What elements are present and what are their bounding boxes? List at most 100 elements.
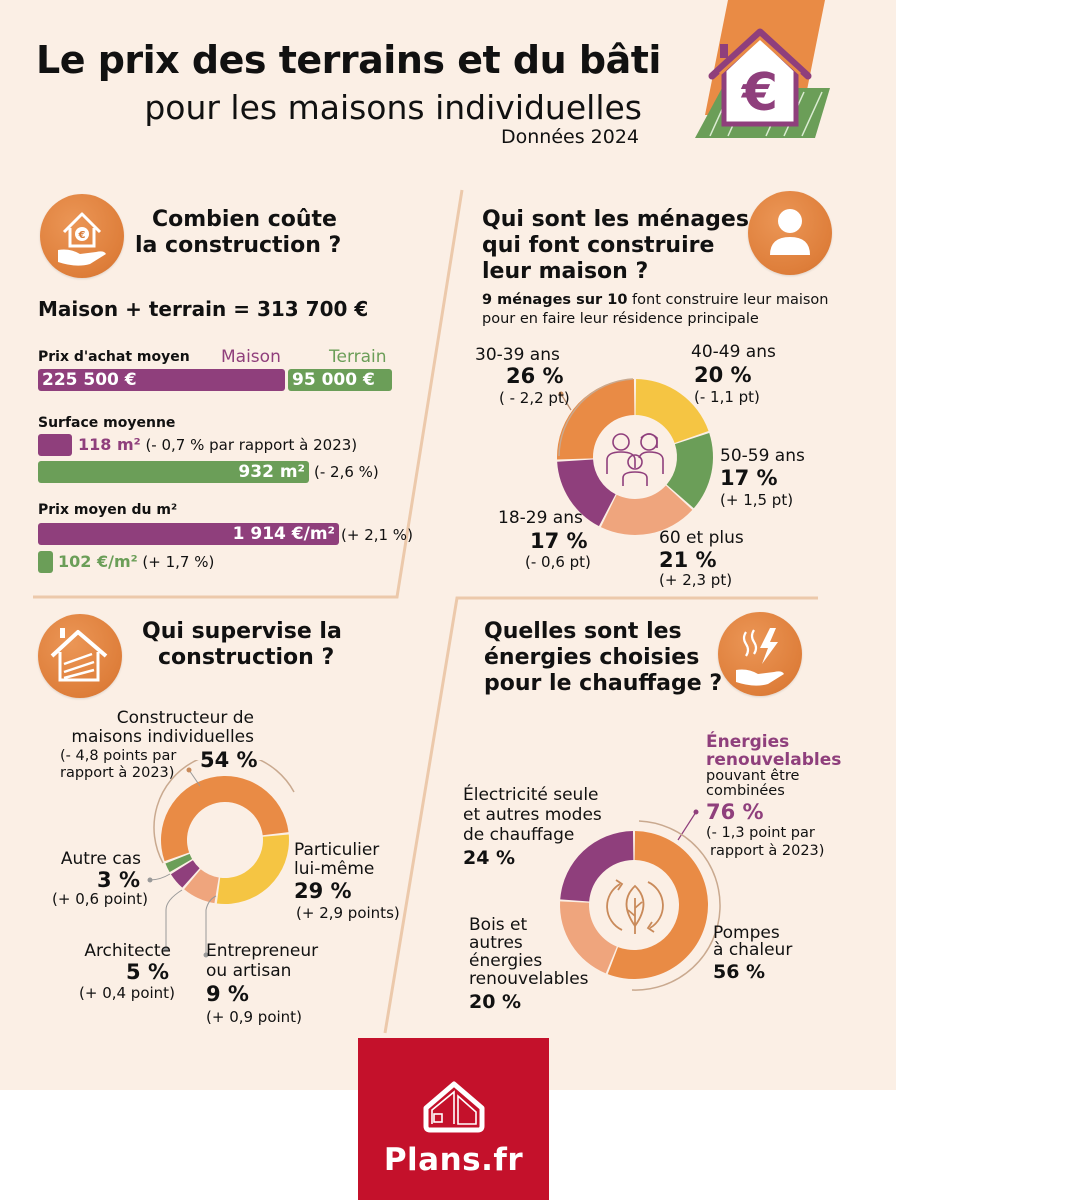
infographic-background bbox=[0, 0, 896, 1090]
page-title: Le prix des terrains et du bâti bbox=[36, 38, 661, 82]
change-18-29: (- 0,6 pt) bbox=[525, 553, 591, 571]
change-autre: (+ 0,6 point) bbox=[52, 890, 148, 908]
change-entrepreneur: (+ 0,9 point) bbox=[206, 1008, 302, 1026]
change-architecte: (+ 0,4 point) bbox=[79, 984, 175, 1002]
supervision-leader-lines bbox=[147, 760, 295, 958]
households-note-bold: 9 ménages sur 10 bbox=[482, 292, 628, 308]
heating-slice--lectricit-seule-et-autres-modes-de-chauffage bbox=[560, 831, 634, 902]
renewables-change-line1: (- 1,3 point par bbox=[706, 825, 815, 841]
pct-constructeur: 54 % bbox=[200, 748, 258, 772]
section-dividers bbox=[33, 189, 818, 1034]
land-price-m2-change: (+ 1,7 %) bbox=[142, 553, 215, 571]
age-slice-50-59-ans bbox=[666, 433, 713, 509]
heating-heading-line3: pour le chauffage ? bbox=[484, 671, 723, 696]
label-entrepreneur-line2: ou artisan bbox=[206, 961, 292, 981]
land-price-m2-value: 102 €/m² bbox=[58, 552, 138, 571]
leaf-recycle-icon bbox=[606, 879, 664, 934]
pct-40-49: 20 % bbox=[694, 363, 752, 387]
supervision-slice-constructeur-de-maisons-individuelles bbox=[161, 776, 289, 862]
pct-entrepreneur: 9 % bbox=[206, 982, 249, 1006]
land-surface-change: (- 2,6 %) bbox=[314, 463, 379, 481]
supervision-slice-particulier-lui-m-me bbox=[216, 834, 289, 904]
households-note-line2: pour en faire leur résidence principale bbox=[482, 311, 759, 327]
house-price-m2-change: (+ 2,1 %) bbox=[341, 526, 413, 544]
house-plan-logo-icon bbox=[423, 1081, 485, 1133]
label-autre: Autre cas bbox=[60, 849, 141, 869]
renewables-sub-line1: pouvant être bbox=[706, 768, 800, 784]
households-heading-line3: leur maison ? bbox=[482, 259, 649, 284]
bar-house-surface bbox=[38, 434, 72, 456]
hand-house-euro-icon: € bbox=[40, 194, 124, 278]
label-18-29: 18-29 ans bbox=[498, 508, 583, 528]
brand-name: Plans.fr bbox=[383, 1142, 524, 1178]
pct-particulier: 29 % bbox=[294, 879, 352, 903]
hand-heat-energy-icon bbox=[718, 612, 802, 696]
renewables-value: 76 % bbox=[706, 800, 764, 824]
pct-30-39: 26 % bbox=[506, 364, 564, 388]
pct-architecte: 5 % bbox=[126, 960, 169, 984]
label-electricite-line1: Électricité seule bbox=[463, 785, 599, 805]
plans-fr-logo[interactable]: Plans.fr bbox=[358, 1038, 549, 1200]
family-icon bbox=[606, 433, 664, 486]
land-price-m2-text: 102 €/m² (+ 1,7 %) bbox=[58, 552, 214, 571]
change-60-plus: (+ 2,3 pt) bbox=[659, 571, 733, 589]
legend-terrain: Terrain bbox=[329, 347, 387, 367]
pct-pompes: 56 % bbox=[713, 961, 766, 983]
age-slice-40-49-ans bbox=[635, 379, 709, 443]
pct-autre: 3 % bbox=[97, 868, 140, 892]
supervision-heading-line2: construction ? bbox=[158, 645, 335, 670]
pct-60-plus: 21 % bbox=[659, 548, 717, 572]
bar-land-surface-label: 932 m² bbox=[238, 462, 305, 482]
bar-land-surface: 932 m² bbox=[38, 461, 309, 483]
change-constructeur-line2: rapport à 2023) bbox=[60, 765, 175, 781]
change-50-59: (+ 1,5 pt) bbox=[720, 491, 794, 509]
bar-land-price-m2 bbox=[38, 551, 53, 573]
age-slice-30-39-ans bbox=[557, 379, 635, 460]
price-m2-label: Prix moyen du m² bbox=[38, 502, 178, 518]
person-icon bbox=[748, 191, 832, 275]
change-particulier: (+ 2,9 points) bbox=[296, 904, 400, 922]
change-30-39: ( - 2,2 pt) bbox=[499, 389, 570, 407]
renewables-change-line2: rapport à 2023) bbox=[710, 843, 825, 859]
bar-house-price-m2: 1 914 €/m² bbox=[38, 523, 339, 545]
label-electricite-line2: et autres modes bbox=[463, 805, 602, 825]
surface-label: Surface moyenne bbox=[38, 415, 176, 431]
supervision-slice-architecte bbox=[170, 860, 200, 888]
change-40-49: (- 1,1 pt) bbox=[694, 388, 760, 406]
age-slice-60-et-plus bbox=[600, 485, 693, 535]
label-constructeur-line1: Constructeur de bbox=[116, 708, 254, 728]
label-electricite-line3: de chauffage bbox=[463, 825, 575, 845]
supervision-donut-chart bbox=[161, 776, 289, 904]
bar-house-price: 225 500 € bbox=[38, 369, 285, 391]
pct-18-29: 17 % bbox=[530, 529, 588, 553]
age-leader-line bbox=[558, 378, 634, 457]
heating-heading-line2: énergies choisies bbox=[484, 645, 700, 670]
label-bois-line4: renouvelables bbox=[469, 969, 589, 989]
house-surface-change: (- 0,7 % par rapport à 2023) bbox=[145, 436, 358, 454]
purchase-price-label: Prix d'achat moyen bbox=[38, 349, 190, 365]
households-note-line1: 9 ménages sur 10 font construire leur ma… bbox=[482, 292, 828, 308]
pct-electricite: 24 % bbox=[463, 847, 516, 869]
house-surface-text: 118 m² (- 0,7 % par rapport à 2023) bbox=[78, 435, 357, 454]
legend-maison: Maison bbox=[221, 347, 281, 367]
bar-land-price-label: 95 000 € bbox=[292, 370, 375, 390]
pct-bois: 20 % bbox=[469, 991, 522, 1013]
heating-heading-line1: Quelles sont les bbox=[484, 619, 682, 644]
total-price: Maison + terrain = 313 700 € bbox=[38, 297, 369, 321]
house-surface-value: 118 m² bbox=[78, 435, 141, 454]
house-euro-illustration: € bbox=[695, 0, 830, 138]
heating-donut-chart bbox=[560, 831, 708, 979]
label-architecte: Architecte bbox=[84, 941, 171, 961]
page-subtitle: pour les maisons individuelles bbox=[144, 88, 642, 127]
households-note-rest: font construire leur maison bbox=[632, 292, 829, 308]
supervision-center bbox=[188, 803, 262, 877]
households-heading-line2: qui font construire bbox=[482, 233, 715, 258]
supervision-heading-line1: Qui supervise la bbox=[142, 619, 342, 644]
supervision-slice-autre-cas bbox=[165, 853, 193, 873]
label-entrepreneur-line1: Entrepreneur bbox=[206, 941, 319, 961]
svg-text:€: € bbox=[78, 230, 86, 241]
divider-lower bbox=[383, 596, 818, 1034]
euro-house-icon: € bbox=[708, 28, 812, 127]
label-particulier-line1: Particulier bbox=[294, 840, 380, 860]
data-year: Données 2024 bbox=[500, 126, 639, 148]
